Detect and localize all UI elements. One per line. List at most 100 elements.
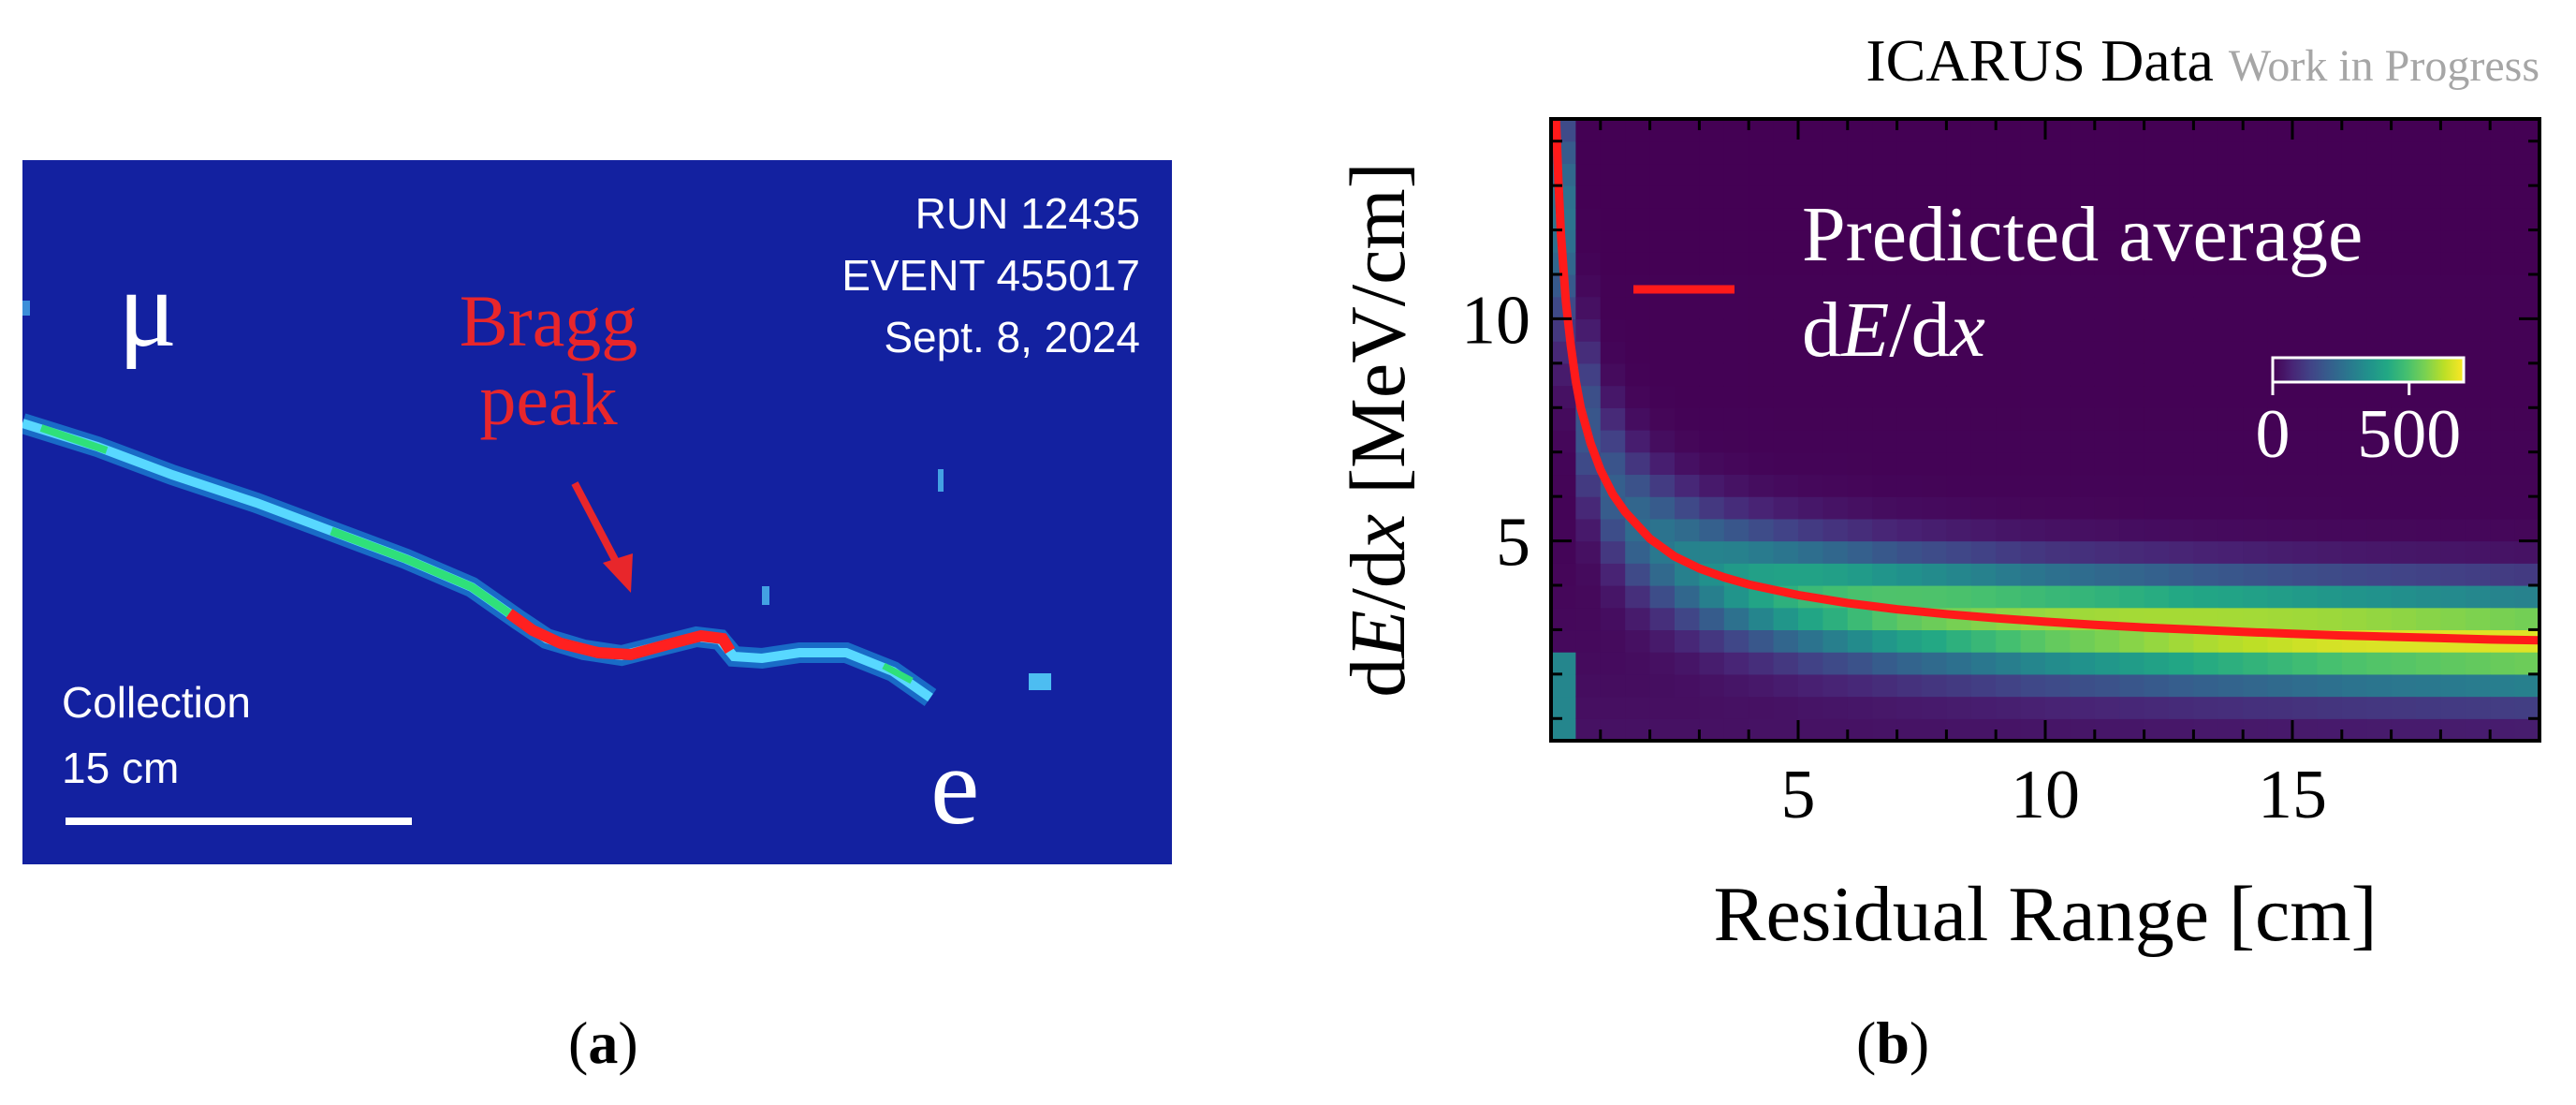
heatmap-cell [2416,274,2441,298]
heatmap-cell [1675,652,1700,675]
heatmap-cell [2169,207,2194,231]
heatmap-cell [1946,119,1972,142]
heatmap-cell [2020,585,2046,609]
heatmap-cell [2292,563,2318,586]
heatmap-cell [2144,207,2170,231]
heatmap-cell [1675,718,1700,742]
heatmap-cell [1649,652,1676,675]
heatmap-cell [1699,252,1725,275]
heatmap-cell [1649,341,1676,364]
heatmap-cell [1847,540,1873,564]
heatmap-cell [2292,607,2318,631]
heatmap-cell [1922,140,1947,165]
heatmap-cell [2465,607,2491,631]
heatmap-cell [2317,274,2343,298]
heatmap-cell [2169,119,2194,142]
legend: Predicted average dE/dx [1633,191,2363,374]
heatmap-cell [1798,474,1823,497]
heatmap-cell [2514,119,2540,142]
heatmap-cell [2391,652,2417,675]
heatmap-cell [2514,518,2540,542]
heatmap-cell [1575,296,1602,320]
heatmap-cell [1649,119,1676,142]
heatmap-cell [2514,451,2540,476]
chart-title-main: ICARUS Data [1866,27,2229,94]
heatmap-cell [1872,563,1898,586]
heatmap-cell [2341,474,2367,497]
heatmap-cell [2490,385,2516,408]
heatmap-cell [2045,252,2071,275]
heatmap-cell [1946,207,1972,231]
heatmap-cell [2416,518,2441,542]
heatmap-cell [2045,629,2071,653]
heatmap-cell [2267,652,2293,675]
heatmap-cell [2465,207,2491,231]
heatmap-cell [1625,207,1651,231]
heatmap-cell [1649,185,1676,209]
heatmap-cell [1896,518,1923,542]
heatmap-cell [1996,474,2022,497]
heatmap-cell [1946,341,1972,364]
heatmap-cell [1996,119,2022,142]
heatmap-cell [2416,119,2441,142]
heatmap-cell [1872,163,1898,186]
heatmap-cell [2070,207,2096,231]
heatmap-cell [1649,585,1676,609]
heatmap-cell [2267,318,2293,342]
legend-text-part: x [1949,287,1985,374]
heatmap-cell [1675,496,1700,520]
bragg-label-line2: peak [479,359,618,440]
heatmap-cell [2070,629,2096,653]
heatmap-cell [2465,318,2491,342]
heatmap-cell [1970,518,1997,542]
heatmap-cell [2490,207,2516,231]
heatmap-cell [1675,296,1700,320]
heatmap-cell [1798,718,1823,742]
legend-text-part: d [1802,287,1841,374]
heatmap-cell [2144,629,2170,653]
heatmap-cell [2514,207,2540,231]
heatmap-cell [2169,385,2194,408]
y-tick-label: 5 [1496,505,1530,582]
heatmap-cell [1922,652,1947,675]
heatmap-cell [1822,362,1849,387]
heatmap-cell [2094,207,2120,231]
heatmap-cell [2416,140,2441,165]
heatmap-cell [1699,629,1725,653]
heatmap-cell [2020,718,2046,742]
heatmap-cell [1600,296,1626,320]
heatmap-cell [1723,696,1749,719]
panel-letter-char: a [588,1009,619,1076]
heatmap-cell [2217,296,2244,320]
heatmap-cell [1649,607,1676,631]
heatmap-cell [1896,296,1923,320]
heatmap-cell [2465,563,2491,586]
event-date: Sept. 8, 2024 [884,313,1140,361]
heatmap-cell [2217,229,2244,253]
heatmap-cell [2292,274,2318,298]
heatmap-cell [2243,451,2269,476]
predicted-curve [1551,118,2540,645]
heatmap-cell [1723,607,1749,631]
heatmap-cell [2020,207,2046,231]
heatmap-cell [1822,318,1849,342]
heatmap-cell [2094,563,2120,586]
heatmap-cell [2391,252,2417,275]
heatmap-cell [1625,185,1651,209]
heatmap-cell [2094,652,2120,675]
heatmap-cell [1798,496,1823,520]
heatmap-cell [1649,563,1676,586]
stray-hit [1029,673,1051,690]
heatmap-cell [2416,185,2441,209]
heatmap-cell [1749,274,1775,298]
heatmap-cell [2366,496,2393,520]
heatmap-cell [2243,652,2269,675]
heatmap-cell [1970,296,1997,320]
heatmap-cell [1699,430,1725,453]
heatmap-cell [2514,718,2540,742]
heatmap-cell [1996,274,2022,298]
heatmap-cell [1970,140,1997,165]
heatmap-cell [2366,474,2393,497]
heatmap-cell [1773,362,1799,387]
heatmap-cell [2366,407,2393,431]
